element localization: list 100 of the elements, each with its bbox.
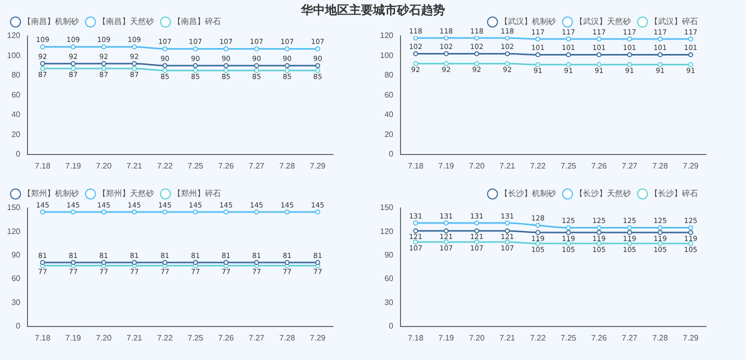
point <box>688 62 694 68</box>
point <box>70 66 76 72</box>
point <box>413 36 418 40</box>
point <box>504 239 510 244</box>
point <box>658 241 663 246</box>
point <box>192 260 198 265</box>
x-tick-label: 7.20 <box>96 333 112 342</box>
point <box>254 63 260 68</box>
point <box>627 225 632 230</box>
x-tick-label: 7.18 <box>34 161 51 170</box>
point <box>688 241 694 246</box>
point <box>535 62 540 68</box>
y-tick-label: 0 <box>388 150 394 159</box>
y-tick-label: 30 <box>11 298 21 307</box>
legend-label: 【长沙】碎石 <box>650 189 698 198</box>
point <box>224 209 229 214</box>
y-tick-label: 40 <box>384 110 394 120</box>
point <box>224 46 229 52</box>
y-tick-label: 80 <box>384 70 394 80</box>
point <box>688 230 694 235</box>
x-tick-label: 7.25 <box>560 161 577 170</box>
y-tick-label: 90 <box>11 250 21 260</box>
point <box>596 230 602 235</box>
point <box>413 51 418 56</box>
point <box>70 260 76 265</box>
y-tick-label: 120 <box>380 31 394 40</box>
x-tick-label: 7.22 <box>157 161 174 170</box>
point <box>596 225 602 230</box>
legend-label: 【郑州】机制砂 <box>23 189 79 198</box>
point <box>444 220 449 226</box>
point <box>162 68 168 74</box>
point <box>192 68 198 74</box>
point <box>40 260 46 265</box>
point <box>535 222 540 228</box>
point <box>162 260 168 265</box>
point <box>254 68 260 74</box>
point <box>101 44 106 50</box>
point <box>504 220 510 226</box>
y-tick-label: 100 <box>380 50 394 60</box>
point <box>504 228 510 234</box>
point <box>284 63 290 68</box>
x-tick-label: 7.26 <box>591 333 608 342</box>
point <box>444 36 449 40</box>
point <box>474 239 480 244</box>
point <box>535 52 540 58</box>
point <box>284 46 290 52</box>
point <box>688 225 694 230</box>
point <box>40 66 46 72</box>
point <box>162 46 168 52</box>
x-tick-label: 7.19 <box>438 161 455 170</box>
x-tick-label: 7.19 <box>65 161 82 170</box>
point <box>70 61 76 66</box>
point <box>658 62 663 68</box>
x-tick-label: 7.21 <box>500 161 516 170</box>
x-tick-label: 7.28 <box>279 333 296 342</box>
x-tick-label: 7.22 <box>530 161 546 170</box>
point <box>444 228 449 234</box>
x-tick-label: 7.27 <box>622 161 638 170</box>
x-tick-label: 7.25 <box>188 333 204 342</box>
point <box>658 52 663 58</box>
point <box>413 228 418 234</box>
x-tick-label: 7.20 <box>468 161 486 170</box>
y-tick-label: 80 <box>11 70 21 80</box>
y-tick-label: 90 <box>384 250 394 260</box>
point <box>284 68 290 74</box>
point <box>504 61 510 66</box>
x-tick-label: 7.22 <box>157 333 174 342</box>
x-tick-label: 7.26 <box>591 161 608 170</box>
point <box>132 260 137 265</box>
x-tick-label: 7.18 <box>408 333 424 342</box>
point <box>535 36 540 42</box>
x-tick-label: 7.20 <box>468 333 486 342</box>
point <box>444 61 449 66</box>
legend-label: 【武汉】碎石 <box>650 17 698 26</box>
x-tick-label: 7.22 <box>530 333 546 342</box>
point <box>504 36 510 40</box>
x-tick-label: 7.25 <box>560 333 577 342</box>
point <box>132 209 137 214</box>
x-tick-label: 7.27 <box>248 161 265 170</box>
point <box>627 230 632 235</box>
legend-label: 【武汉】天然砂 <box>575 17 631 26</box>
point <box>315 63 320 68</box>
point <box>101 61 106 66</box>
y-tick-label: 30 <box>384 298 394 307</box>
x-tick-label: 7.28 <box>652 161 668 170</box>
point <box>596 241 602 246</box>
x-tick-label: 7.26 <box>218 333 234 342</box>
point <box>192 46 198 52</box>
x-tick-label: 7.27 <box>622 333 638 342</box>
point <box>658 36 663 42</box>
x-tick-label: 7.19 <box>65 333 82 342</box>
point <box>132 61 137 66</box>
point <box>474 36 480 40</box>
y-tick-label: 20 <box>11 130 21 139</box>
y-tick-label: 120 <box>6 31 21 40</box>
point <box>474 220 480 226</box>
x-tick-label: 7.29 <box>682 333 700 342</box>
y-tick-label: 120 <box>6 226 21 236</box>
x-tick-label: 7.20 <box>96 161 112 170</box>
x-tick-label: 7.28 <box>652 333 668 342</box>
